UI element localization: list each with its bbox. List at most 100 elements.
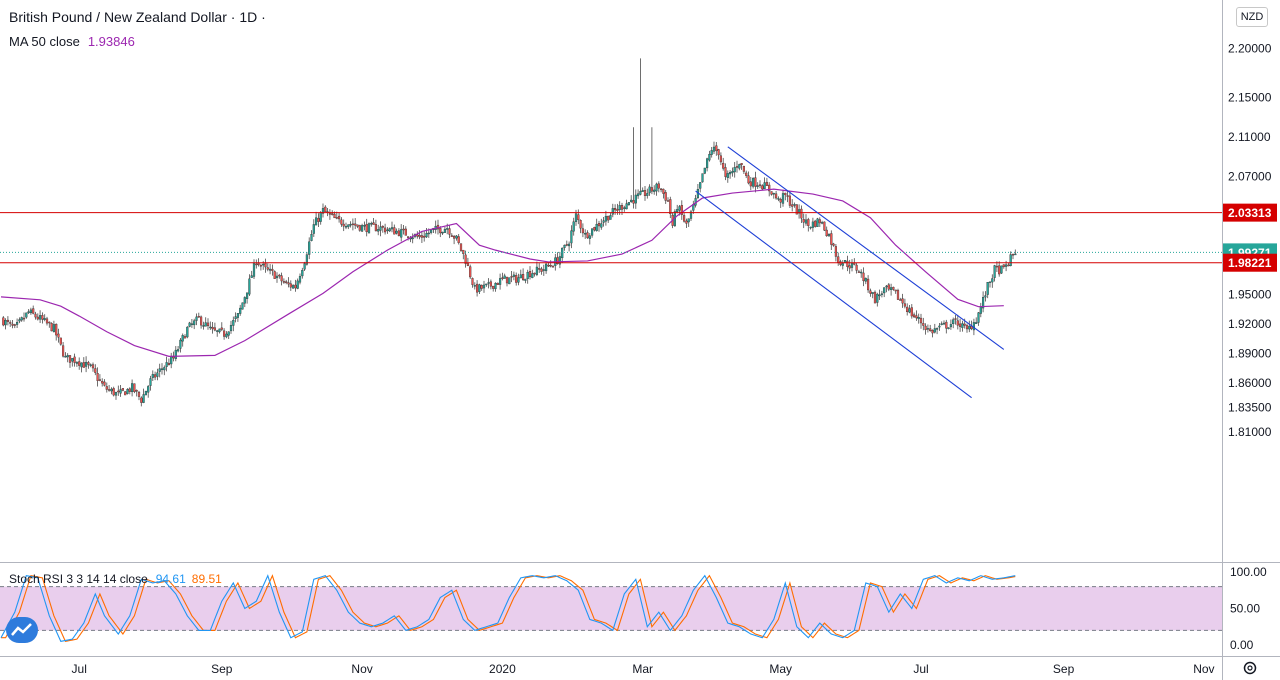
candle-body [209,326,212,329]
candle-body [377,229,380,232]
candle [901,293,904,308]
candle [899,297,902,301]
candle [949,319,952,330]
candle-body [298,276,302,283]
candle-body [39,315,42,320]
candle-body [586,232,589,239]
candle [503,273,506,279]
candle-body [505,276,509,284]
candle-body [335,217,338,219]
brand-logo-icon[interactable] [6,617,38,643]
candle [984,291,987,302]
candle [273,270,276,279]
candle-body [933,328,936,333]
candle [133,383,136,394]
candle [338,212,341,223]
stoch-legend: Stoch RSI 3 3 14 14 close 94.61 89.51 [9,572,222,586]
candle [356,224,359,229]
candle [689,209,693,221]
stoch-d-line [1,574,1016,642]
candle [18,317,21,324]
candle-body [823,221,826,231]
candle-body [982,296,985,309]
candle [73,353,76,367]
candle [13,323,16,329]
candle [726,170,729,183]
candle [434,220,437,234]
candle-body [374,224,377,232]
channel-lines[interactable] [695,146,1005,399]
candle-body [597,223,601,227]
candle [349,221,352,228]
candle-body [411,237,414,240]
candle-body [206,322,210,327]
candle [197,312,200,318]
candle-body [420,235,423,238]
candle-body [579,220,582,229]
candle-body [45,318,49,324]
channel-line-1 [727,146,1005,350]
candle [16,318,19,328]
candle-body [280,275,283,282]
candle-body [961,323,964,328]
candle-body [724,167,727,177]
candle-body [742,165,745,172]
candle [669,196,672,219]
candle [381,225,384,233]
candle-body [55,323,58,336]
candle [296,278,299,290]
candle-body [526,272,529,279]
currency-button[interactable]: NZD [1236,7,1268,27]
candle-body [929,328,932,331]
symbol-title: British Pound / New Zealand Dollar · 1D … [9,9,266,25]
candle [62,342,65,358]
candle-body [850,262,854,268]
candle-body [89,364,92,366]
candle [453,235,456,245]
candle-body [64,355,67,358]
candle [533,272,536,277]
candle [241,302,244,310]
settings-gear-icon[interactable] [1243,661,1257,675]
candle [204,317,207,327]
candle [508,277,511,285]
candle-body [862,272,865,282]
candle [75,361,78,367]
candle-body [331,213,334,215]
candle [662,188,665,199]
candle-body [160,368,164,370]
candle [32,305,35,315]
candle [439,226,442,238]
time-tick-label: Nov [1193,662,1214,676]
candle [804,214,808,226]
candle [752,177,755,189]
candle-body [27,311,30,314]
candle [947,327,950,330]
horizontal-levels[interactable] [0,212,1222,264]
candle [239,304,242,316]
candle-body [832,243,835,246]
candle [871,292,874,299]
candle-body [489,281,492,287]
candle-body [926,328,929,330]
candle-body [250,275,253,278]
candle-body [846,260,849,267]
candle-body [588,235,591,239]
candle [706,157,709,172]
candle-body [16,322,19,325]
candle [361,223,364,233]
candle-body [287,282,290,285]
candle-body [655,183,658,192]
candle-body [20,317,23,321]
candle [857,269,860,273]
candle [577,209,580,225]
candle [890,283,893,296]
candle [777,196,780,202]
candle-body [236,313,239,318]
candle-body [503,275,506,279]
candle-body [29,309,32,314]
candle [315,211,318,226]
candle-body [13,324,16,326]
candle-body [510,276,513,278]
